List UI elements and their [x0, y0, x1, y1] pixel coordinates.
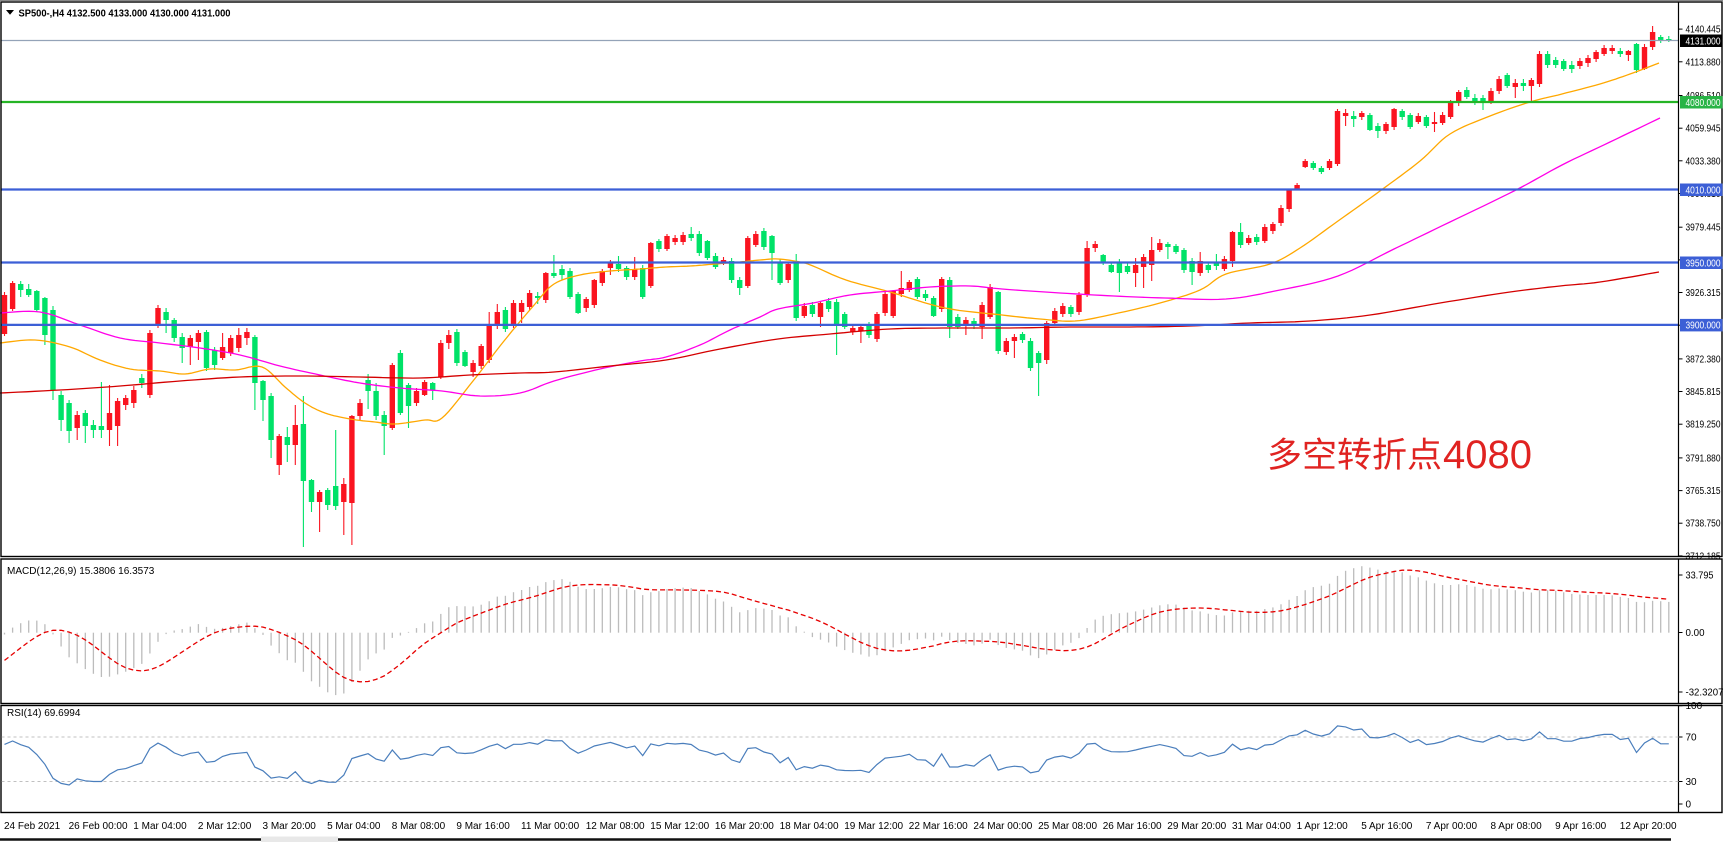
svg-text:MACD(12,26,9) 15.3806 16.3573: MACD(12,26,9) 15.3806 16.3573 — [7, 566, 155, 577]
svg-text:RSI(14) 69.6994: RSI(14) 69.6994 — [7, 708, 81, 719]
svg-text:12 Apr 20:00: 12 Apr 20:00 — [1620, 821, 1677, 832]
svg-text:1 Apr 12:00: 1 Apr 12:00 — [1297, 821, 1349, 832]
svg-text:19 Mar 12:00: 19 Mar 12:00 — [844, 821, 903, 832]
svg-text:8 Apr 08:00: 8 Apr 08:00 — [1491, 821, 1543, 832]
svg-text:11 Mar 00:00: 11 Mar 00:00 — [521, 821, 580, 832]
svg-text:3979.445: 3979.445 — [1686, 223, 1721, 234]
svg-text:4059.945: 4059.945 — [1686, 124, 1721, 135]
svg-text:3791.880: 3791.880 — [1686, 453, 1721, 464]
svg-text:30: 30 — [1686, 777, 1698, 788]
svg-text:24 Feb 2021: 24 Feb 2021 — [4, 821, 61, 832]
svg-text:4080.000: 4080.000 — [1686, 98, 1721, 109]
svg-text:3926.315: 3926.315 — [1686, 288, 1721, 299]
svg-text:3950.000: 3950.000 — [1686, 258, 1721, 269]
svg-text:3872.380: 3872.380 — [1686, 354, 1721, 365]
svg-text:4033.380: 4033.380 — [1686, 156, 1721, 167]
svg-text:3819.250: 3819.250 — [1686, 420, 1721, 431]
svg-text:4113.880: 4113.880 — [1686, 57, 1721, 68]
svg-text:15 Mar 12:00: 15 Mar 12:00 — [650, 821, 709, 832]
svg-text:3712.185: 3712.185 — [1686, 551, 1721, 562]
svg-text:26 Feb 00:00: 26 Feb 00:00 — [69, 821, 128, 832]
svg-text:4080: 4080 — [1443, 433, 1532, 477]
svg-text:18 Mar 04:00: 18 Mar 04:00 — [780, 821, 839, 832]
svg-text:70: 70 — [1686, 733, 1698, 744]
svg-text:5 Mar 04:00: 5 Mar 04:00 — [327, 821, 381, 832]
svg-text:SP500-,H4 4132.500 4133.000 4: SP500-,H4 4132.500 4133.000 4130.000 413… — [19, 8, 231, 20]
svg-text:1 Mar 04:00: 1 Mar 04:00 — [133, 821, 187, 832]
svg-text:24 Mar 00:00: 24 Mar 00:00 — [973, 821, 1032, 832]
svg-text:2 Mar 12:00: 2 Mar 12:00 — [198, 821, 252, 832]
svg-text:4010.000: 4010.000 — [1686, 185, 1721, 196]
svg-text:25 Mar 08:00: 25 Mar 08:00 — [1038, 821, 1097, 832]
svg-text:16 Mar 20:00: 16 Mar 20:00 — [715, 821, 774, 832]
svg-text:4131.000: 4131.000 — [1686, 36, 1721, 47]
svg-text:3900.000: 3900.000 — [1686, 321, 1721, 332]
svg-text:31 Mar 04:00: 31 Mar 04:00 — [1232, 821, 1291, 832]
svg-text:3738.750: 3738.750 — [1686, 519, 1721, 530]
svg-text:26 Mar 16:00: 26 Mar 16:00 — [1103, 821, 1162, 832]
svg-text:100: 100 — [1686, 701, 1703, 712]
svg-text:7 Apr 00:00: 7 Apr 00:00 — [1426, 821, 1478, 832]
svg-text:29 Mar 20:00: 29 Mar 20:00 — [1167, 821, 1226, 832]
svg-text:9 Mar 16:00: 9 Mar 16:00 — [456, 821, 510, 832]
svg-text:3845.815: 3845.815 — [1686, 387, 1721, 398]
svg-text:22 Mar 16:00: 22 Mar 16:00 — [909, 821, 968, 832]
svg-text:5 Apr 16:00: 5 Apr 16:00 — [1361, 821, 1413, 832]
svg-text:12 Mar 08:00: 12 Mar 08:00 — [586, 821, 645, 832]
svg-text:3 Mar 20:00: 3 Mar 20:00 — [263, 821, 317, 832]
svg-text:4140.445: 4140.445 — [1686, 25, 1721, 36]
svg-text:33.795: 33.795 — [1686, 571, 1714, 582]
svg-text:9 Apr 16:00: 9 Apr 16:00 — [1555, 821, 1607, 832]
svg-text:0.00: 0.00 — [1686, 628, 1705, 639]
svg-text:3765.315: 3765.315 — [1686, 486, 1721, 497]
svg-text:8 Mar 08:00: 8 Mar 08:00 — [392, 821, 446, 832]
svg-text:0: 0 — [1686, 800, 1692, 811]
svg-text:-32.3207: -32.3207 — [1686, 688, 1723, 699]
